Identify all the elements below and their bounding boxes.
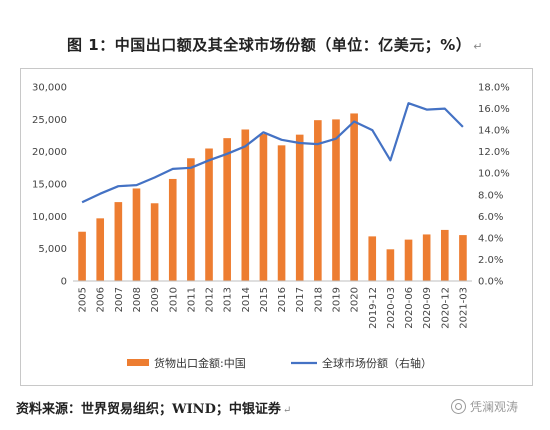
export-bar: [368, 236, 377, 281]
x-axis-tick-label: 2008: [132, 287, 143, 312]
x-axis-tick-label: 2014: [241, 287, 252, 312]
x-axis-tick-label: 2015: [259, 287, 270, 312]
x-axis-tick-label: 2017: [295, 287, 306, 312]
paragraph-mark: ↵: [473, 40, 483, 53]
source-note: 资料来源：世界贸易组织；WIND；中银证券 ↵: [16, 398, 291, 417]
export-bar: [440, 229, 449, 281]
left-axis-tick-label: 20,000: [32, 147, 67, 158]
left-axis-tick-label: 15,000: [32, 180, 67, 191]
right-axis-tick-label: 8.0%: [478, 190, 503, 201]
left-axis-ticks: 0 5,000 10,000 15,000 20,000 25,000 30,000: [32, 83, 67, 288]
x-axis-tick-label: 2020: [350, 287, 361, 312]
x-axis-tick-label: 2019-12: [368, 287, 379, 329]
export-bar: [422, 234, 431, 281]
export-bar: [114, 202, 123, 281]
export-bar: [295, 134, 304, 281]
bar-series: [78, 113, 467, 281]
chart-title: 图 1：中国出口额及其全球市场份额（单位：亿美元；%） ↵: [0, 34, 550, 55]
x-axis-tick-label: 2020-03: [386, 287, 397, 329]
left-axis-tick-label: 25,000: [32, 115, 67, 126]
x-axis-tick-label: 2007: [114, 287, 125, 312]
x-axis-tick-label: 2005: [78, 287, 89, 312]
x-axis-tick-label: 2019: [332, 287, 343, 312]
right-axis-tick-label: 18.0%: [478, 83, 510, 94]
export-bar: [314, 120, 322, 281]
export-bar: [386, 249, 395, 281]
export-bar: [259, 134, 268, 281]
right-axis-tick-label: 4.0%: [478, 233, 503, 244]
export-bar: [332, 119, 340, 281]
x-axis-tick-label: 2020-09: [422, 287, 433, 329]
export-bar: [404, 239, 413, 281]
right-axis-tick-label: 0.0%: [478, 277, 503, 288]
x-axis-tick-label: 2016: [277, 287, 288, 312]
chart-svg: 0 5,000 10,000 15,000 20,000 25,000 30,000 0.0…: [32, 83, 510, 371]
wechat-icon: [451, 399, 466, 414]
export-bar: [350, 113, 358, 281]
left-axis-tick-label: 10,000: [32, 212, 67, 223]
export-bar: [241, 129, 250, 281]
right-axis-tick-label: 16.0%: [478, 104, 510, 115]
left-axis-tick-label: 5,000: [38, 244, 67, 255]
watermark-text: 凭澜观涛: [470, 400, 519, 414]
export-bar: [187, 158, 195, 281]
x-axis-tick-label: 2010: [168, 287, 179, 312]
x-axis-tick-label: 2020-06: [404, 287, 415, 329]
x-axis-tick-label: 2006: [96, 287, 107, 312]
chart-legend: 货物出口金额:中国 全球市场份额（右轴）: [127, 356, 432, 370]
legend-label-share: 全球市场份额（右轴）: [322, 356, 432, 370]
right-axis-tick-label: 14.0%: [478, 126, 510, 137]
x-axis-tick-label: 2012: [205, 287, 216, 312]
watermark: 凭澜观涛: [451, 398, 518, 415]
right-axis-tick-label: 2.0%: [478, 255, 503, 266]
paragraph-mark: ↵: [282, 405, 292, 416]
legend-label-exports: 货物出口金额:中国: [154, 356, 246, 370]
right-axis-tick-label: 6.0%: [478, 212, 503, 223]
left-axis-tick-label: 30,000: [32, 83, 67, 94]
export-bar: [277, 145, 286, 281]
export-bar: [223, 138, 231, 281]
x-axis-tick-label: 2013: [223, 287, 234, 312]
x-axis-tick-label: 2018: [313, 287, 324, 312]
x-axis-tick-label: 2020-12: [440, 287, 451, 329]
source-text: 资料来源：世界贸易组织；WIND；中银证券: [16, 402, 281, 417]
chart-title-text: 图 1：中国出口额及其全球市场份额（单位：亿美元；%）: [67, 36, 472, 54]
x-axis-ticks: 2005 2006 2007 2008 2009 2010 2011 2012 2013 2014…: [78, 287, 470, 329]
market-share-line: [81, 102, 464, 204]
x-axis-tick-label: 2011: [186, 287, 197, 312]
right-axis-ticks: 0.0% 2.0% 4.0% 6.0% 8.0% 10.0% 12.0% 14.0% 16.0%…: [478, 83, 510, 288]
chart-frame: 0 5,000 10,000 15,000 20,000 25,000 30,000 0.0…: [20, 68, 533, 386]
export-bar: [205, 148, 213, 281]
x-axis-tick-label: 2009: [150, 287, 161, 312]
export-bar: [168, 178, 177, 281]
export-bar: [132, 188, 141, 281]
export-bar: [459, 235, 467, 281]
export-bar: [78, 231, 86, 281]
legend-swatch-exports: [127, 359, 149, 366]
x-axis-tick-label: 2021-03: [458, 287, 469, 329]
right-axis-tick-label: 12.0%: [478, 147, 510, 158]
export-bar: [150, 203, 159, 281]
export-bar: [96, 218, 105, 281]
right-axis-tick-label: 10.0%: [478, 169, 510, 180]
left-axis-tick-label: 0: [61, 277, 67, 288]
